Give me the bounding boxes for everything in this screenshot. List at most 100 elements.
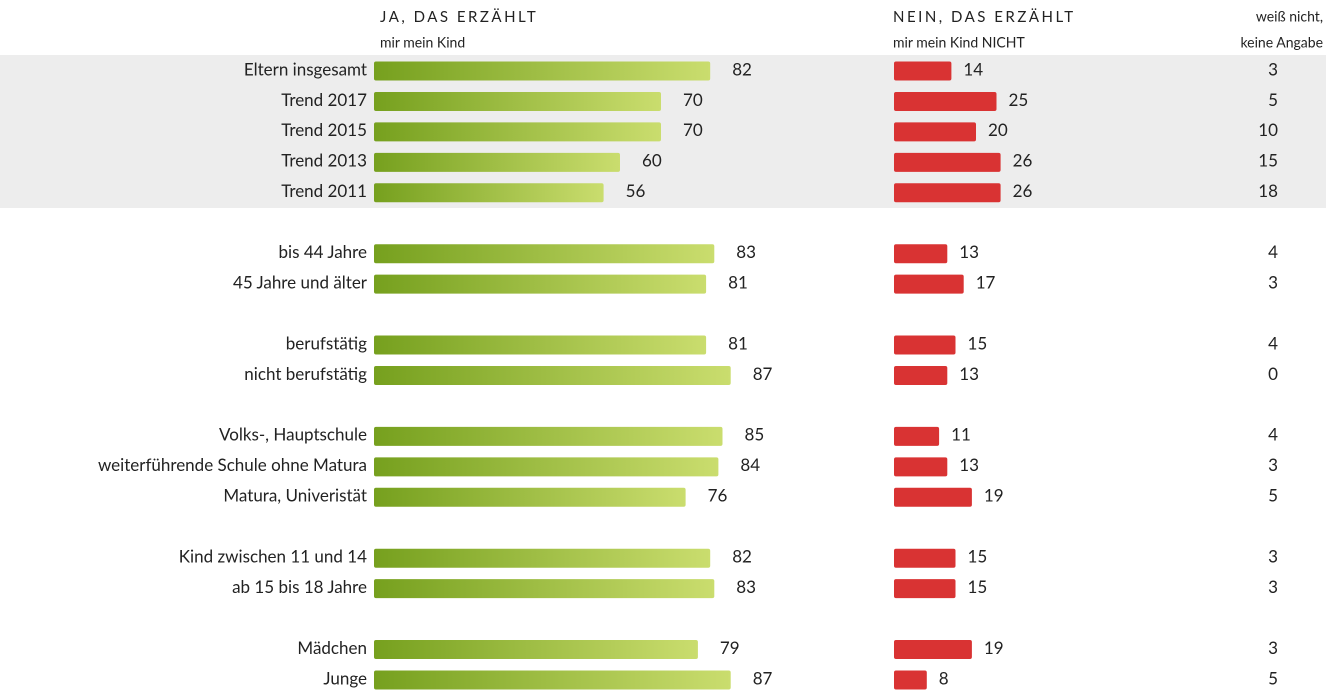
- value-label: 26: [1013, 150, 1033, 171]
- value-label: 87: [753, 363, 773, 384]
- bar: [374, 183, 604, 203]
- value-label: 5: [1268, 89, 1278, 110]
- value-label: 13: [959, 363, 979, 384]
- value-label: 11: [951, 424, 971, 445]
- bar: [894, 579, 956, 599]
- value-label: 14: [963, 58, 983, 79]
- series-subheader: keine Angabe: [1240, 34, 1323, 51]
- bar: [894, 335, 956, 355]
- bar: [374, 61, 711, 81]
- series-subheader: mir mein Kind NICHT: [893, 34, 1025, 51]
- bar: [374, 640, 698, 660]
- bar: [374, 152, 620, 172]
- bar: [894, 426, 940, 446]
- value-label: 76: [708, 485, 728, 506]
- value-label: 81: [728, 271, 748, 292]
- value-label: 56: [626, 180, 646, 201]
- category-label: Matura, Univeristät: [223, 485, 367, 506]
- value-label: 25: [1009, 89, 1029, 110]
- value-label: 15: [968, 546, 988, 567]
- bar: [894, 548, 956, 568]
- bar: [894, 670, 927, 690]
- category-label: Junge: [323, 667, 367, 688]
- series-subheader: mir mein Kind: [380, 34, 465, 51]
- value-label: 83: [736, 576, 756, 597]
- category-label: bis 44 Jahre: [279, 241, 368, 262]
- value-label: 3: [1268, 271, 1278, 292]
- value-label: 20: [988, 119, 1008, 140]
- value-label: 13: [959, 241, 979, 262]
- bar: [894, 91, 997, 111]
- value-label: 19: [984, 637, 1004, 658]
- bar: [894, 244, 948, 264]
- category-label: 45 Jahre und älter: [233, 271, 368, 292]
- value-label: 70: [683, 119, 703, 140]
- category-label: ab 15 bis 18 Jahre: [232, 576, 367, 597]
- bar: [374, 122, 661, 142]
- bar: [374, 579, 715, 599]
- value-label: 0: [1268, 363, 1278, 384]
- value-label: 5: [1268, 667, 1278, 688]
- value-label: 85: [745, 424, 765, 445]
- bar: [894, 457, 948, 477]
- bar: [374, 366, 731, 385]
- category-label: Eltern insgesamt: [244, 58, 367, 79]
- value-label: 18: [1258, 180, 1278, 201]
- category-label: Volks-, Hauptschule: [219, 424, 367, 445]
- value-label: 70: [683, 89, 703, 110]
- value-label: 15: [968, 576, 988, 597]
- category-label: berufstätig: [286, 332, 367, 353]
- bar: [374, 244, 715, 264]
- value-label: 5: [1268, 485, 1278, 506]
- value-label: 10: [1258, 119, 1278, 140]
- value-label: 79: [720, 637, 740, 658]
- bar: [374, 548, 711, 568]
- value-label: 84: [740, 454, 760, 475]
- category-label: weiterführende Schule ohne Matura: [98, 454, 367, 475]
- series-header: NEIN, DAS ERZÄHLT: [893, 8, 1076, 26]
- category-label: Trend 2011: [281, 180, 367, 201]
- value-label: 81: [728, 332, 748, 353]
- category-label: nicht berufstätig: [244, 363, 367, 384]
- category-label: Trend 2015: [281, 119, 367, 140]
- category-label: Mädchen: [297, 637, 367, 658]
- value-label: 87: [753, 667, 773, 688]
- value-label: 26: [1013, 180, 1033, 201]
- value-label: 4: [1268, 424, 1278, 445]
- value-label: 19: [984, 485, 1004, 506]
- bar: [894, 640, 972, 660]
- value-label: 3: [1268, 58, 1278, 79]
- bar: [374, 487, 686, 507]
- bar: [374, 670, 731, 690]
- value-label: 60: [642, 150, 662, 171]
- value-label: 3: [1268, 546, 1278, 567]
- bar: [374, 426, 723, 446]
- value-label: 13: [959, 454, 979, 475]
- series-header: weiß nicht,: [1256, 8, 1323, 25]
- value-label: 82: [732, 546, 752, 567]
- bar: [894, 366, 948, 385]
- value-label: 8: [939, 667, 949, 688]
- bar: [374, 91, 661, 111]
- value-label: 15: [968, 332, 988, 353]
- series-header: JA, DAS ERZÄHLT: [380, 8, 538, 26]
- value-label: 15: [1258, 150, 1278, 171]
- bar: [374, 457, 719, 477]
- category-label: Kind zwischen 11 und 14: [179, 546, 367, 567]
- category-label: Trend 2017: [281, 89, 367, 110]
- value-label: 3: [1268, 576, 1278, 597]
- value-label: 3: [1268, 637, 1278, 658]
- value-label: 3: [1268, 454, 1278, 475]
- bar: [374, 335, 707, 355]
- category-label: Trend 2013: [281, 150, 367, 171]
- bar: [894, 183, 1001, 203]
- value-label: 83: [736, 241, 756, 262]
- value-label: 17: [976, 271, 996, 292]
- bar: [374, 274, 707, 294]
- value-label: 82: [732, 58, 752, 79]
- bar: [894, 152, 1001, 172]
- value-label: 4: [1268, 241, 1278, 262]
- bar: [894, 122, 976, 142]
- bar: [894, 274, 964, 294]
